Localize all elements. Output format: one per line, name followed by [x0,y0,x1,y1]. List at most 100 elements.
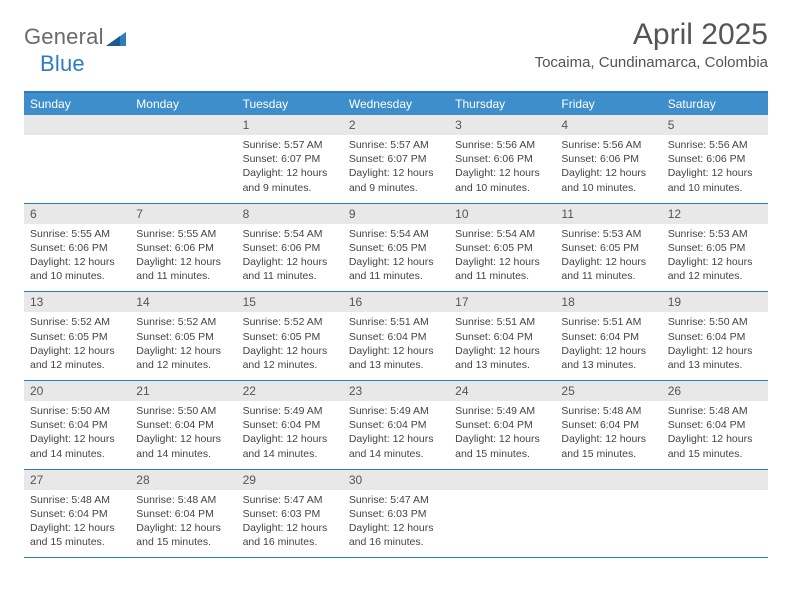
day-cell: Sunrise: 5:47 AM Sunset: 6:03 PM Dayligh… [343,490,449,558]
day-number [555,470,661,490]
day-number: 4 [555,115,661,135]
day-number: 1 [237,115,343,135]
day-cell: Sunrise: 5:51 AM Sunset: 6:04 PM Dayligh… [449,312,555,380]
day-number: 27 [24,470,130,490]
logo-text-general: General [24,24,104,50]
day-cell: Sunrise: 5:49 AM Sunset: 6:04 PM Dayligh… [343,401,449,469]
daynum-row: 13141516171819 [24,292,768,312]
day-number: 24 [449,381,555,401]
content-row: Sunrise: 5:55 AM Sunset: 6:06 PM Dayligh… [24,224,768,292]
dayhead-friday: Friday [555,93,661,115]
calendar: Sunday Monday Tuesday Wednesday Thursday… [24,91,768,558]
day-cell: Sunrise: 5:53 AM Sunset: 6:05 PM Dayligh… [662,224,768,292]
dayhead-monday: Monday [130,93,236,115]
day-number: 25 [555,381,661,401]
week-1: 12345Sunrise: 5:57 AM Sunset: 6:07 PM Da… [24,115,768,204]
day-cell: Sunrise: 5:57 AM Sunset: 6:07 PM Dayligh… [237,135,343,203]
day-cell: Sunrise: 5:48 AM Sunset: 6:04 PM Dayligh… [130,490,236,558]
day-cell: Sunrise: 5:57 AM Sunset: 6:07 PM Dayligh… [343,135,449,203]
day-cell: Sunrise: 5:50 AM Sunset: 6:04 PM Dayligh… [24,401,130,469]
day-cell [130,135,236,203]
logo-icon [106,30,126,46]
day-cell [24,135,130,203]
day-headers: Sunday Monday Tuesday Wednesday Thursday… [24,93,768,115]
day-number: 18 [555,292,661,312]
day-cell: Sunrise: 5:48 AM Sunset: 6:04 PM Dayligh… [555,401,661,469]
day-number: 7 [130,204,236,224]
day-number: 6 [24,204,130,224]
dayhead-sunday: Sunday [24,93,130,115]
day-number: 30 [343,470,449,490]
week-5: 27282930Sunrise: 5:48 AM Sunset: 6:04 PM… [24,470,768,559]
day-cell: Sunrise: 5:54 AM Sunset: 6:06 PM Dayligh… [237,224,343,292]
day-number: 3 [449,115,555,135]
day-cell: Sunrise: 5:49 AM Sunset: 6:04 PM Dayligh… [449,401,555,469]
day-cell: Sunrise: 5:54 AM Sunset: 6:05 PM Dayligh… [343,224,449,292]
dayhead-tuesday: Tuesday [237,93,343,115]
day-number: 20 [24,381,130,401]
content-row: Sunrise: 5:48 AM Sunset: 6:04 PM Dayligh… [24,490,768,558]
day-number: 11 [555,204,661,224]
day-cell: Sunrise: 5:52 AM Sunset: 6:05 PM Dayligh… [237,312,343,380]
day-cell: Sunrise: 5:53 AM Sunset: 6:05 PM Dayligh… [555,224,661,292]
day-cell: Sunrise: 5:47 AM Sunset: 6:03 PM Dayligh… [237,490,343,558]
day-number: 22 [237,381,343,401]
day-number: 12 [662,204,768,224]
logo-text-blue: Blue [40,51,85,77]
daynum-row: 12345 [24,115,768,135]
content-row: Sunrise: 5:57 AM Sunset: 6:07 PM Dayligh… [24,135,768,203]
day-cell: Sunrise: 5:48 AM Sunset: 6:04 PM Dayligh… [24,490,130,558]
daynum-row: 6789101112 [24,204,768,224]
month-title: April 2025 [535,18,768,52]
day-number: 17 [449,292,555,312]
day-number: 26 [662,381,768,401]
day-cell: Sunrise: 5:55 AM Sunset: 6:06 PM Dayligh… [130,224,236,292]
day-cell: Sunrise: 5:52 AM Sunset: 6:05 PM Dayligh… [24,312,130,380]
day-number: 9 [343,204,449,224]
week-2: 6789101112Sunrise: 5:55 AM Sunset: 6:06 … [24,204,768,293]
dayhead-saturday: Saturday [662,93,768,115]
day-number [662,470,768,490]
day-number: 10 [449,204,555,224]
day-number: 23 [343,381,449,401]
week-4: 20212223242526Sunrise: 5:50 AM Sunset: 6… [24,381,768,470]
day-cell: Sunrise: 5:51 AM Sunset: 6:04 PM Dayligh… [555,312,661,380]
day-cell: Sunrise: 5:51 AM Sunset: 6:04 PM Dayligh… [343,312,449,380]
day-cell: Sunrise: 5:50 AM Sunset: 6:04 PM Dayligh… [130,401,236,469]
day-number: 13 [24,292,130,312]
daynum-row: 20212223242526 [24,381,768,401]
content-row: Sunrise: 5:52 AM Sunset: 6:05 PM Dayligh… [24,312,768,380]
day-number [130,115,236,135]
content-row: Sunrise: 5:50 AM Sunset: 6:04 PM Dayligh… [24,401,768,469]
logo: General [24,18,126,50]
day-number: 14 [130,292,236,312]
day-number: 8 [237,204,343,224]
day-cell: Sunrise: 5:55 AM Sunset: 6:06 PM Dayligh… [24,224,130,292]
day-number: 5 [662,115,768,135]
day-number: 28 [130,470,236,490]
day-cell [555,490,661,558]
day-cell [449,490,555,558]
day-number: 19 [662,292,768,312]
dayhead-thursday: Thursday [449,93,555,115]
week-3: 13141516171819Sunrise: 5:52 AM Sunset: 6… [24,292,768,381]
day-number [24,115,130,135]
day-number: 29 [237,470,343,490]
location: Tocaima, Cundinamarca, Colombia [535,54,768,71]
day-cell: Sunrise: 5:49 AM Sunset: 6:04 PM Dayligh… [237,401,343,469]
day-cell: Sunrise: 5:52 AM Sunset: 6:05 PM Dayligh… [130,312,236,380]
day-number [449,470,555,490]
day-cell: Sunrise: 5:50 AM Sunset: 6:04 PM Dayligh… [662,312,768,380]
day-number: 16 [343,292,449,312]
title-block: April 2025 Tocaima, Cundinamarca, Colomb… [535,18,768,71]
day-cell: Sunrise: 5:48 AM Sunset: 6:04 PM Dayligh… [662,401,768,469]
day-cell: Sunrise: 5:54 AM Sunset: 6:05 PM Dayligh… [449,224,555,292]
day-cell: Sunrise: 5:56 AM Sunset: 6:06 PM Dayligh… [555,135,661,203]
day-number: 15 [237,292,343,312]
day-cell: Sunrise: 5:56 AM Sunset: 6:06 PM Dayligh… [662,135,768,203]
day-cell: Sunrise: 5:56 AM Sunset: 6:06 PM Dayligh… [449,135,555,203]
dayhead-wednesday: Wednesday [343,93,449,115]
day-number: 21 [130,381,236,401]
daynum-row: 27282930 [24,470,768,490]
day-cell [662,490,768,558]
